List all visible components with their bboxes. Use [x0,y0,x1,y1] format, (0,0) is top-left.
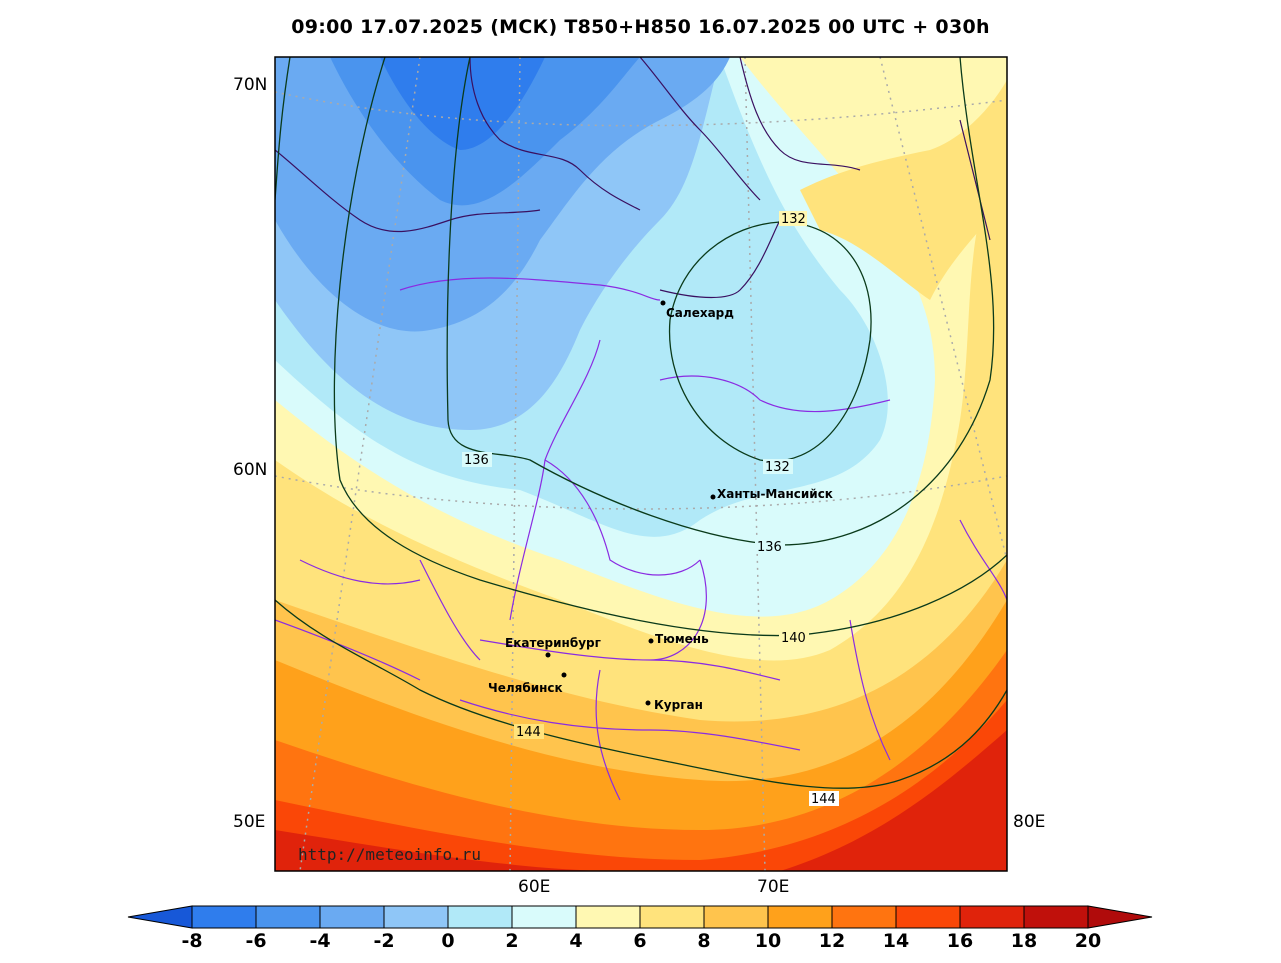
city-label-chelyabinsk: Челябинск [488,681,563,695]
isohypse-label: 136 [757,540,782,555]
colorbar-tick-label: 4 [569,930,583,952]
temperature-field [275,57,1007,871]
cities: Салехард Ханты-Мансийск Тюмень Екатеринб… [488,300,833,712]
lat-label-70n: 70N [233,75,268,95]
colorbar-cell [1023,905,1089,929]
city-marker [561,672,567,678]
lat-label-60n: 60N [233,460,268,480]
lon-label-80e: 80E [1013,812,1046,832]
colorbar-tick-label: 6 [633,930,647,952]
colorbar-tick-label: -4 [309,930,331,952]
isohypse-label: 140 [781,631,806,646]
city-marker [648,638,654,644]
lat-label-50e: 50E [233,812,266,832]
isohypse-label: 132 [765,460,790,475]
colorbar-tick-label: 12 [818,930,846,952]
lon-label-70e: 70E [757,877,790,897]
city-label-khanty-mansiysk: Ханты-Мансийск [717,487,833,501]
colorbar-cell [895,905,961,929]
colorbar-cell [831,905,897,929]
colorbar-tick-label: 10 [754,930,782,952]
city-marker [645,700,651,706]
colorbar-tick-label: 2 [505,930,519,952]
map-title: 09:00 17.07.2025 (МСК) T850+H850 16.07.2… [291,16,990,38]
colorbar-tick-label: -6 [245,930,267,952]
lon-label-60e: 60E [518,877,551,897]
region-borders [275,57,1007,801]
city-marker [660,300,666,306]
colorbar-cell [767,905,833,929]
isohypse-label: 136 [464,453,489,468]
city-marker [710,494,716,500]
colorbar-cell [959,905,1025,929]
city-label-yekaterinburg: Екатеринбург [505,636,601,650]
colorbar-tick-label: 8 [697,930,711,952]
colorbar-cell [191,905,257,929]
map-frame [274,56,1008,872]
colorbar-cell [703,905,769,929]
colorbar-cell [383,905,449,929]
graticule [275,57,1007,871]
isohypse-label: 144 [811,792,836,807]
colorbar [127,905,1153,929]
city-label-kurgan: Курган [654,698,703,712]
colorbar-tick-label: 18 [1010,930,1038,952]
colorbar-tick-label: 20 [1074,930,1102,952]
isohypses [275,57,1007,789]
isohypse-label: 132 [781,212,806,227]
colorbar-tick-label: -8 [181,930,203,952]
city-label-salekhard: Салехард [666,306,734,320]
colorbar-low-arrow [127,905,193,929]
colorbar-cell [639,905,705,929]
source-credit: http://meteoinfo.ru [298,845,482,864]
colorbar-cell [447,905,513,929]
colorbar-cell [511,905,577,929]
colorbar-cell [255,905,321,929]
colorbar-cell [319,905,385,929]
isohypse-label: 144 [516,725,541,740]
colorbar-high-arrow [1087,905,1153,929]
colorbar-tick-label: 0 [441,930,455,952]
colorbar-tick-label: -2 [373,930,395,952]
isohypse-labels: 132 132 136 136 140 144 144 [462,211,839,807]
colorbar-tick-label: 16 [946,930,974,952]
colorbar-cell [575,905,641,929]
colorbar-tick-label: 14 [882,930,910,952]
city-marker [545,652,551,658]
city-label-tyumen: Тюмень [655,632,709,646]
